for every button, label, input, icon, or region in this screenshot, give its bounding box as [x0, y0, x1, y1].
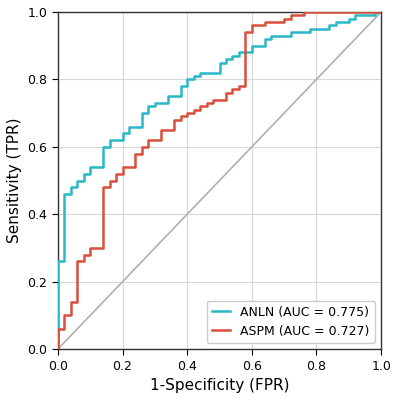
ASPM (AUC = 0.727) [301, 13, 306, 18]
Line: ASPM (AUC = 0.727): ASPM (AUC = 0.727) [58, 12, 381, 349]
ASPM (AUC = 0.727) [114, 178, 119, 183]
ANLN (AUC = 0.775) [314, 26, 319, 31]
ASPM (AUC = 0.727) [379, 10, 384, 14]
ASPM (AUC = 0.727) [56, 347, 60, 352]
ASPM (AUC = 0.727) [301, 10, 306, 14]
ANLN (AUC = 0.775) [327, 23, 332, 28]
ASPM (AUC = 0.727) [314, 10, 319, 14]
Y-axis label: Sensitivity (TPR): Sensitivity (TPR) [7, 118, 22, 243]
ANLN (AUC = 0.775) [308, 30, 312, 34]
ANLN (AUC = 0.775) [379, 10, 384, 14]
ANLN (AUC = 0.775) [75, 185, 80, 190]
ASPM (AUC = 0.727) [340, 10, 345, 14]
X-axis label: 1-Specificity (FPR): 1-Specificity (FPR) [150, 378, 289, 393]
Line: ANLN (AUC = 0.775): ANLN (AUC = 0.775) [58, 12, 381, 349]
ANLN (AUC = 0.775) [372, 10, 377, 14]
ANLN (AUC = 0.775) [314, 26, 319, 31]
ANLN (AUC = 0.775) [346, 20, 351, 24]
ANLN (AUC = 0.775) [56, 347, 60, 352]
ASPM (AUC = 0.727) [146, 144, 151, 149]
Legend: ANLN (AUC = 0.775), ASPM (AUC = 0.727): ANLN (AUC = 0.775), ASPM (AUC = 0.727) [207, 300, 375, 343]
ASPM (AUC = 0.727) [198, 107, 203, 112]
